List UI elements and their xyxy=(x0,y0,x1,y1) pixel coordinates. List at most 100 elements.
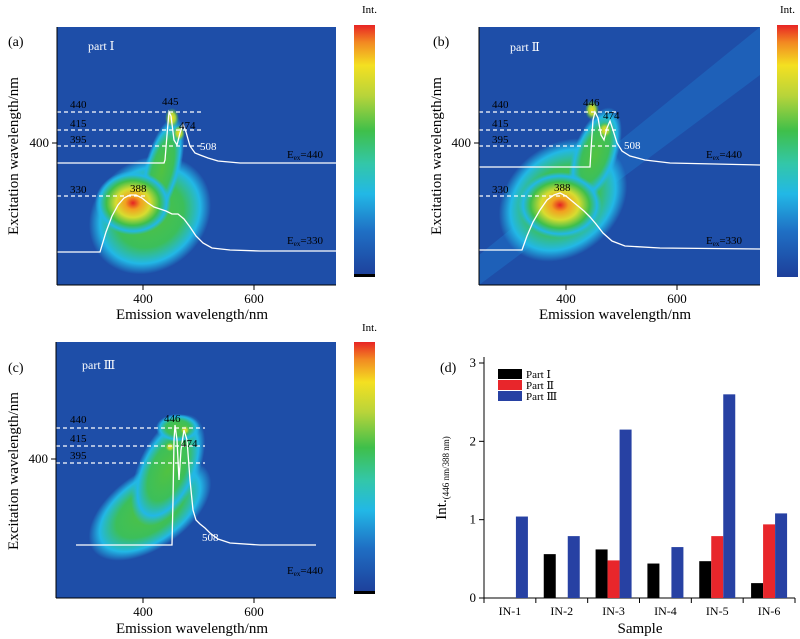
panel-b-ylabel: Excitation wavelength/nm xyxy=(429,77,445,235)
panel-c-ex-label-415: 415 xyxy=(70,433,87,445)
panel-b-peak-388: 388 xyxy=(554,182,571,194)
panel-d-ytick-label: 0 xyxy=(470,590,477,605)
panel-b-ex-label-415: 415 xyxy=(492,118,509,130)
panel-c-part-label: part Ⅲ xyxy=(82,358,115,372)
panel-d-ytick-label: 1 xyxy=(470,512,477,527)
panel-b-ex-label-330: 330 xyxy=(492,184,509,196)
panel-c-colorbar xyxy=(354,342,375,593)
panel-d-xtick-label: IN-2 xyxy=(550,604,573,618)
panel-a-spectrum-440 xyxy=(57,109,336,164)
panel-c-ex-lines xyxy=(56,427,205,464)
panel-d-ylabel: Int.(446 nm/388 nm) xyxy=(434,436,451,519)
panel-a-peak-445: 445 xyxy=(162,96,179,108)
panel-d-legend-label: Part Ⅲ xyxy=(526,391,557,403)
panel-d-legend-label: Part Ⅱ xyxy=(526,380,554,392)
panel-a-label: (a) xyxy=(8,35,24,50)
panel-d-bar xyxy=(671,547,684,598)
panel-b-peak-446: 446 xyxy=(583,97,600,109)
panel-a-peak-508: 508 xyxy=(200,141,217,153)
panel-d-ytick-label: 3 xyxy=(470,355,477,370)
panel-d-bars xyxy=(515,394,788,598)
panel-c-colorbar-label: Int. xyxy=(362,322,377,334)
panel-a-ex-label-330: 330 xyxy=(70,184,87,196)
panel-c-ex-label-440: 440 xyxy=(70,414,87,426)
panel-c-label: (c) xyxy=(8,361,24,376)
panel-b: (b) 440 415 395 330 446 474 508 388 part… xyxy=(429,4,798,323)
panel-a-part-label: part Ⅰ xyxy=(88,39,115,53)
panel-a-xtick-label-600: 600 xyxy=(244,291,264,306)
panel-b-xtick-label-600: 600 xyxy=(667,291,687,306)
panel-d-y-ticks: 0 1 2 3 xyxy=(470,355,484,605)
panel-d-bar xyxy=(711,536,724,598)
panel-d-bar xyxy=(567,536,580,598)
panel-c-xtick-label-600: 600 xyxy=(244,604,264,619)
panel-d-x-ticks: IN-1 IN-2 IN-3 IN-4 IN-5 IN-6 xyxy=(483,598,796,618)
panel-d-label: (d) xyxy=(440,361,457,376)
panel-a-ex440-label: Eex=440 xyxy=(287,149,324,162)
panel-b-peak-474: 474 xyxy=(603,110,620,122)
panel-c-colorbar-base xyxy=(354,591,375,594)
panel-d-xtick-label: IN-4 xyxy=(654,604,677,618)
panel-b-colorbar xyxy=(777,25,798,277)
panel-d-xtick-label: IN-3 xyxy=(602,604,625,618)
panel-c-xlabel: Emission wavelength/nm xyxy=(116,621,268,637)
panel-c-ylabel: Excitation wavelength/nm xyxy=(6,392,22,550)
panel-d-bar xyxy=(699,561,712,598)
panel-b-ex440-label: Eex=440 xyxy=(706,149,743,162)
panel-a-peak-474: 474 xyxy=(179,120,196,132)
panel-b-peak-508: 508 xyxy=(624,140,641,152)
panel-b-colorbar-label: Int. xyxy=(780,4,795,16)
panel-a-spectrum-330 xyxy=(57,194,336,253)
panel-a-ex-label-415: 415 xyxy=(70,118,87,130)
panel-b-spectrum-440 xyxy=(479,110,761,168)
panel-b-spectrum-330 xyxy=(479,192,761,251)
panel-d-legend-swatch xyxy=(498,380,522,390)
panel-a: (a) 440 415 395 330 445 474 508 388 part… xyxy=(6,4,377,323)
panel-a-ytick-label-400: 400 xyxy=(30,135,50,150)
panel-a-peak-388: 388 xyxy=(130,183,147,195)
panel-b-ex-lines xyxy=(479,111,617,197)
panel-c-ex440-label: Eex=440 xyxy=(287,565,324,578)
panel-a-ex-lines xyxy=(57,111,204,197)
panel-c-ex-label-395: 395 xyxy=(70,450,87,462)
panel-a-xtick-label-400: 400 xyxy=(133,291,153,306)
panel-b-ex330-label: Eex=330 xyxy=(706,235,743,248)
panel-b-xtick-label-400: 400 xyxy=(556,291,576,306)
panel-c-peak-474: 474 xyxy=(181,438,198,450)
panel-d-xtick-label: IN-1 xyxy=(499,604,522,618)
panel-a-ylabel: Excitation wavelength/nm xyxy=(6,77,22,235)
panel-c: (c) 440 415 395 446 474 508 part Ⅲ Eex=4… xyxy=(6,322,377,637)
panel-c-spectrum-440 xyxy=(76,424,316,546)
panel-b-ex-label-440: 440 xyxy=(492,99,509,111)
panel-a-colorbar xyxy=(354,25,375,277)
panel-c-peak-446: 446 xyxy=(164,413,181,425)
panel-a-colorbar-base xyxy=(354,274,375,277)
panel-d-xlabel: Sample xyxy=(618,621,663,637)
panel-b-label: (b) xyxy=(433,35,450,50)
panel-d: (d) 0 1 2 3 IN-1 IN-2 IN-3 IN-4 IN-5 IN-6 Part Ⅰ… xyxy=(434,355,796,637)
panel-d-bar xyxy=(751,583,764,598)
panel-b-heatmap xyxy=(479,27,760,285)
panel-a-xlabel: Emission wavelength/nm xyxy=(116,307,268,323)
panel-b-part-label: part Ⅱ xyxy=(510,40,540,54)
panel-d-legend-swatch xyxy=(498,369,522,379)
panel-d-bar xyxy=(763,524,776,598)
panel-b-ytick-label-400: 400 xyxy=(452,135,472,150)
panel-c-heatmap xyxy=(56,342,336,598)
panel-d-legend-label: Part Ⅰ xyxy=(526,369,551,381)
panel-d-bar xyxy=(647,563,660,598)
panel-d-bar xyxy=(543,554,556,598)
panel-d-xtick-label: IN-6 xyxy=(758,604,781,618)
panel-a-ex-label-395: 395 xyxy=(70,134,87,146)
panel-d-bar xyxy=(515,516,528,598)
panel-d-bar xyxy=(723,394,736,598)
panel-d-xtick-label: IN-5 xyxy=(706,604,729,618)
panel-d-legend-swatch xyxy=(498,391,522,401)
panel-d-bar xyxy=(619,429,632,598)
panel-a-colorbar-label: Int. xyxy=(362,4,377,16)
panel-b-ex-label-395: 395 xyxy=(492,134,509,146)
panel-c-peak-508: 508 xyxy=(202,532,219,544)
panel-a-ex-label-440: 440 xyxy=(70,99,87,111)
panel-b-xlabel: Emission wavelength/nm xyxy=(539,307,691,323)
